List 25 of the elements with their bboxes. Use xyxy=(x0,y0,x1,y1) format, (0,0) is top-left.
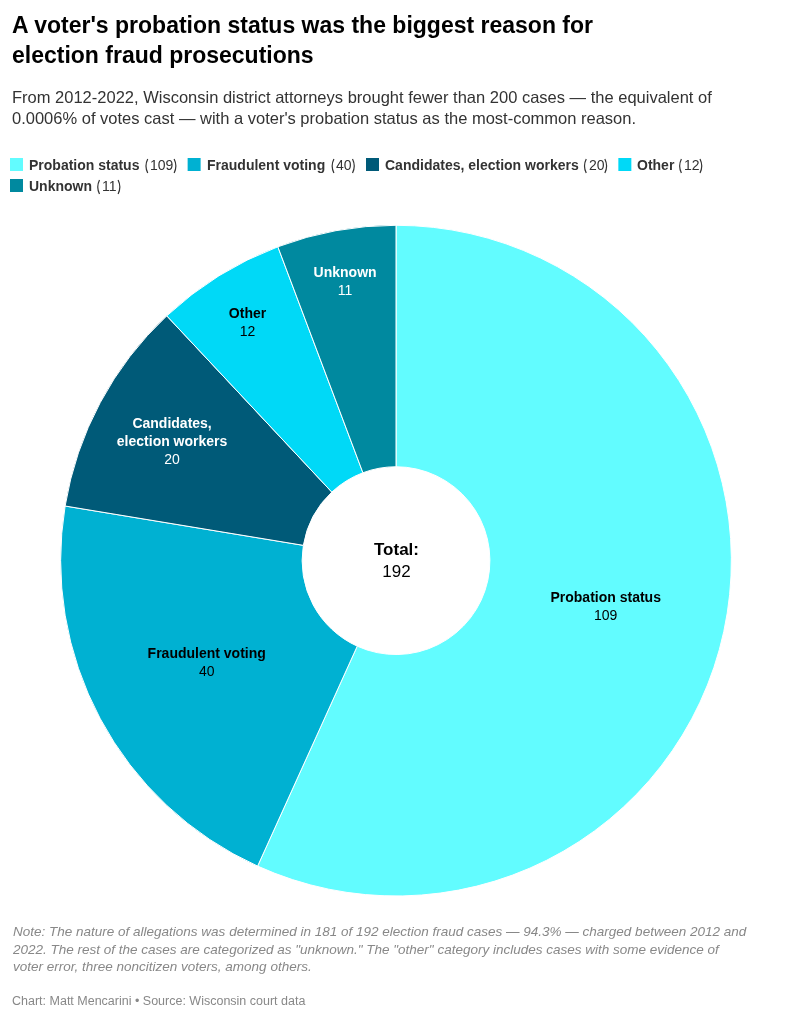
legend-label: Fraudulent voting xyxy=(207,157,326,173)
data-label: 20 xyxy=(164,451,181,468)
data-label: 11 xyxy=(337,281,353,298)
text: Total: 192 xyxy=(374,540,420,582)
legend-label: Probation status xyxy=(29,157,140,173)
text: 11 xyxy=(102,178,117,194)
slice-label: Candidates, election workers xyxy=(116,414,228,450)
text: Chart: Matt Mencarini • Source: Wisconsin court data xyxy=(12,994,306,1008)
text: 12 xyxy=(684,157,700,173)
slice-label: Probation status xyxy=(550,588,662,605)
data-label: 12 xyxy=(239,323,256,340)
chart-subtitle: From 2012-2022, Wisconsin district attorneys brought fewer than 200 cases — the equivalent of 0.0006% of votes cast — with a voter's probation status as the most-common reason. xyxy=(12,88,713,128)
text: 20 xyxy=(589,157,605,173)
text: 40 xyxy=(336,157,352,173)
text: 109 xyxy=(150,157,174,173)
slice-label: Unknown xyxy=(313,263,377,280)
legend-label: Candidates, election workers xyxy=(385,157,579,173)
legend-label: Other xyxy=(637,157,675,173)
slice-label: Other xyxy=(228,305,267,322)
text: Note: The nature of allegations was determined in 181 of 192 election fraud cases — 94.3% — charged between 2012 and 2022. The rest of the cases are categorized as "unknown." The "other" category includes cases with some evidence of voter error, three noncitizen voters, among others. xyxy=(12,924,747,975)
slice-label: Fraudulent voting xyxy=(147,644,266,661)
chart-title: A voter's probation status was the biggest reason for election fraud prosecutions xyxy=(12,12,594,68)
data-label: 40 xyxy=(198,662,215,679)
legend-label: Unknown xyxy=(29,178,92,194)
data-label: 109 xyxy=(594,607,618,624)
